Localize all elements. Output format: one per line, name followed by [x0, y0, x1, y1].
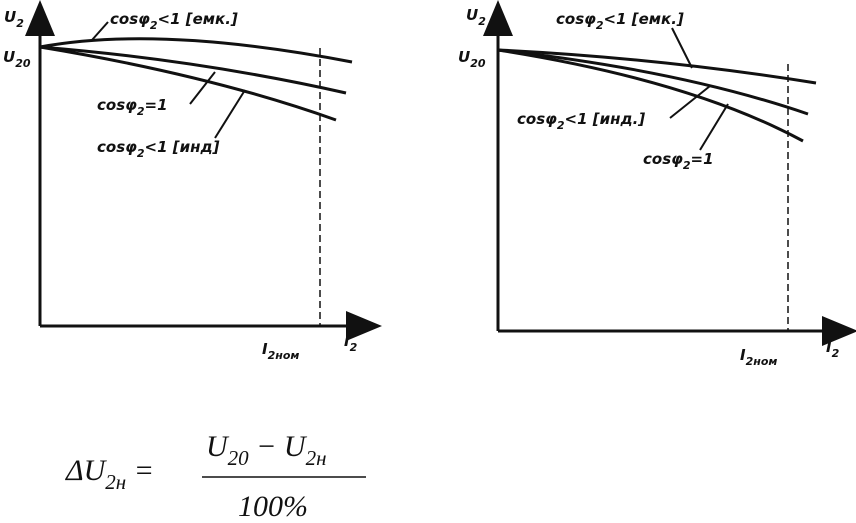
text-part: cosφ	[97, 96, 137, 114]
text-part: ΔU	[65, 454, 108, 487]
text-part: I	[740, 346, 746, 364]
subscript: 2	[557, 119, 565, 132]
text-part: I	[344, 332, 350, 350]
subscript: 2	[596, 19, 604, 32]
subscript: 2	[478, 15, 486, 28]
text-part: cosφ	[556, 10, 596, 28]
subscript: 2	[350, 341, 358, 354]
text-part: I	[262, 340, 268, 358]
u20-label: U20	[3, 48, 31, 70]
text-part: <1 [емк.]	[604, 10, 684, 28]
subscript: 2	[150, 19, 158, 32]
formula: ΔU2н = U20 − U2н 100%	[65, 430, 366, 523]
x-axis-label: I2	[344, 332, 358, 354]
text-part: I	[826, 338, 832, 356]
subscript: 2	[137, 105, 145, 118]
leader	[699, 103, 729, 151]
curve-label: cosφ2<1 [инд.]	[517, 110, 645, 132]
curve-label: cosφ2<1 [инд]	[97, 138, 220, 160]
right-diagram: U2 U20 cosφ2<1 [емк.] cosφ2<1 [инд.] cos…	[458, 0, 856, 368]
curve	[497, 48, 804, 143]
curve	[39, 45, 337, 122]
text-part: U	[4, 8, 16, 26]
subscript: 2	[832, 347, 840, 360]
text-part: <1 [емк.]	[158, 10, 238, 28]
subscript: 2	[137, 147, 145, 160]
leader	[189, 71, 216, 105]
text-part: cosφ	[97, 138, 137, 156]
text-part: =1	[691, 150, 714, 168]
text-part: U	[3, 48, 15, 66]
subscript: 20	[15, 57, 31, 70]
text-part: =1	[145, 96, 168, 114]
leader	[214, 89, 246, 139]
subscript: 2	[683, 159, 691, 172]
rated-label: I2ном	[262, 340, 299, 362]
formula-numerator: U20 − U2н	[206, 430, 327, 470]
x-axis-label: I2	[826, 338, 840, 360]
text-part: cosφ	[110, 10, 150, 28]
curve	[497, 48, 809, 116]
leader	[91, 21, 109, 41]
u20-label: U20	[458, 48, 486, 70]
curve-label: cosφ2=1	[643, 150, 714, 172]
text-part: <1 [инд]	[145, 138, 220, 156]
text-part: U	[206, 430, 230, 463]
subscript: 2ном	[268, 349, 300, 362]
formula-lhs: ΔU2н =	[65, 454, 154, 494]
y-axis-label: U2	[466, 6, 486, 28]
subscript: 2ном	[746, 355, 778, 368]
text-part: =	[126, 454, 154, 487]
text-part: 100%	[238, 490, 308, 523]
leader	[671, 27, 693, 69]
subscript: 2н	[105, 470, 126, 494]
formula-denominator: 100%	[238, 490, 308, 523]
text-part: U	[466, 6, 478, 24]
rated-label: I2ном	[740, 346, 777, 368]
leader	[669, 85, 711, 119]
subscript: 2	[16, 17, 24, 30]
text-part: − U	[249, 430, 308, 463]
text-part: U	[458, 48, 470, 66]
curve-label: cosφ2<1 [емк.]	[110, 10, 238, 32]
curve-label: cosφ2=1	[97, 96, 168, 118]
text-part: cosφ	[643, 150, 683, 168]
text-part: <1 [инд.]	[565, 110, 646, 128]
subscript: 20	[470, 57, 486, 70]
curve	[39, 37, 353, 64]
text-part: cosφ	[517, 110, 557, 128]
curve	[497, 48, 817, 85]
curve	[39, 45, 347, 95]
left-diagram: U2 U20 cosφ2<1 [емк.] cosφ2=1 cosφ2<1 [и…	[3, 0, 382, 362]
y-axis-label: U2	[4, 8, 24, 30]
curve-label: cosφ2<1 [емк.]	[556, 10, 684, 32]
subscript: 20	[228, 446, 250, 470]
subscript: 2н	[306, 446, 327, 470]
